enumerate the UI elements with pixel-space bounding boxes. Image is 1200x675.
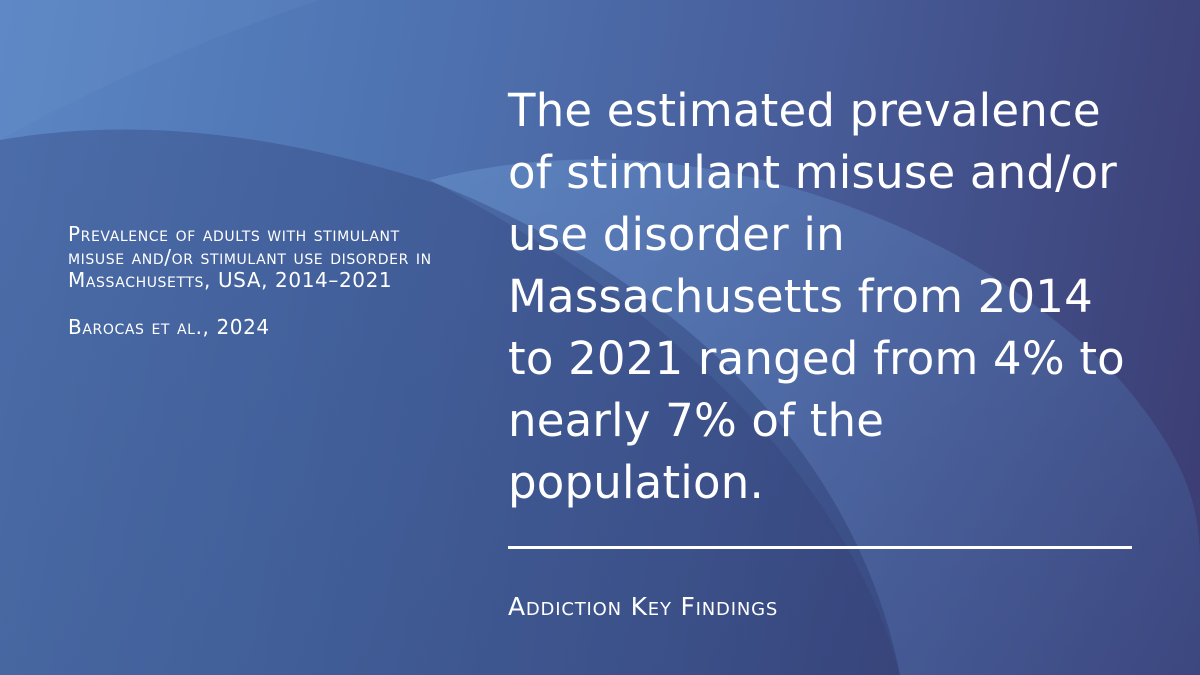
citation-source: Barocas et al., 2024 [68, 315, 270, 339]
caption-description: Prevalence of adults with stimulant misu… [68, 222, 432, 292]
chart-caption: Prevalence of adults with stimulant misu… [68, 223, 458, 339]
divider-line [508, 546, 1132, 549]
headline-statement: The estimated prevalence of stimulant mi… [508, 84, 1125, 509]
series-footer: Addiction Key Findings [508, 592, 779, 621]
